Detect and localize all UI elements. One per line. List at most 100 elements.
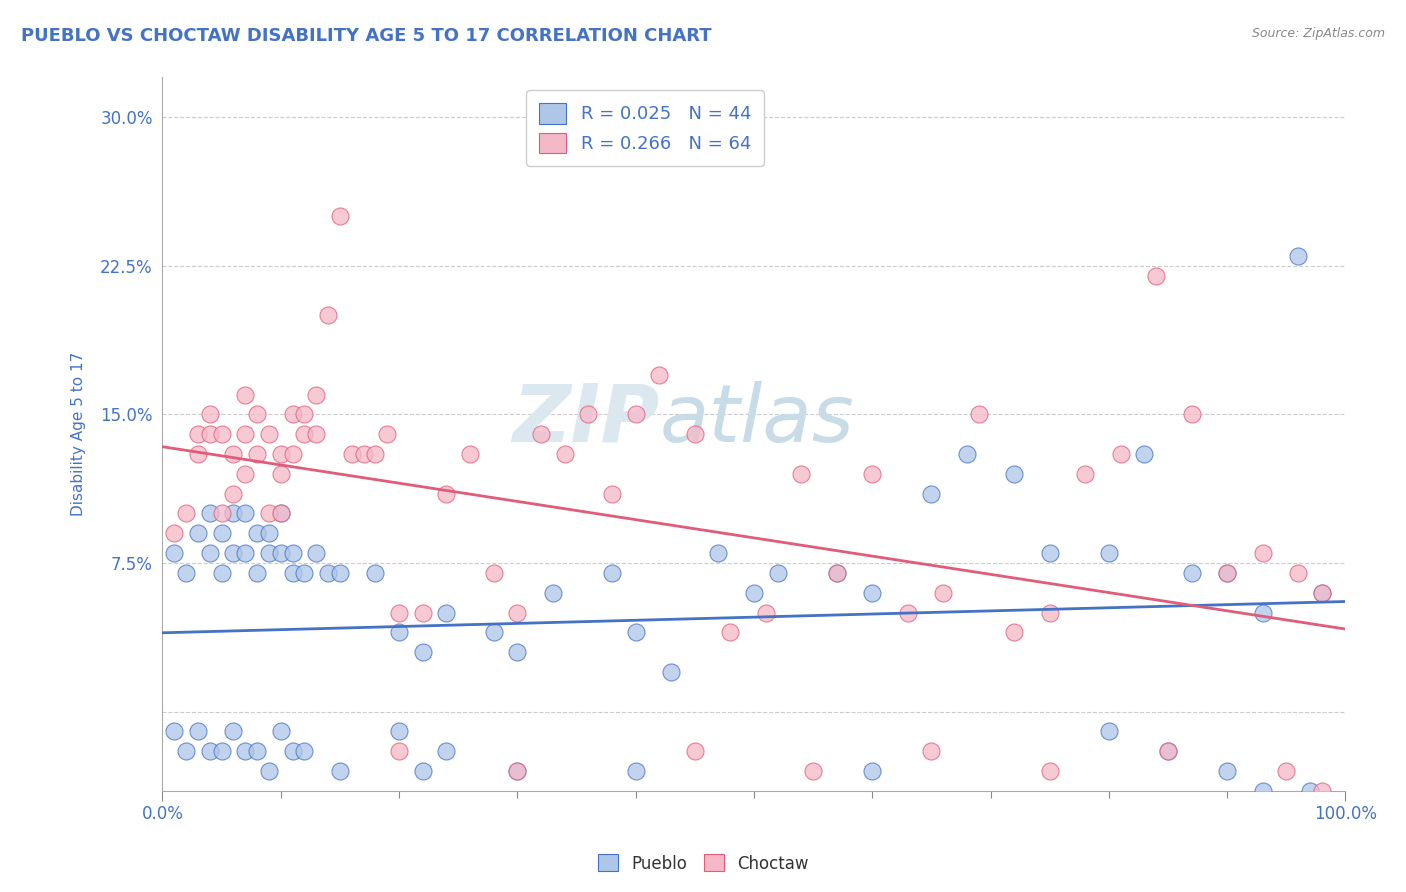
Point	[860, 467, 883, 481]
Point	[506, 606, 529, 620]
Point	[1181, 566, 1204, 580]
Point	[163, 724, 186, 739]
Point	[1074, 467, 1097, 481]
Point	[364, 566, 387, 580]
Point	[434, 744, 457, 758]
Text: atlas: atlas	[659, 381, 853, 458]
Point	[576, 408, 599, 422]
Point	[648, 368, 671, 382]
Point	[316, 308, 339, 322]
Point	[246, 526, 269, 541]
Point	[174, 744, 197, 758]
Point	[270, 507, 292, 521]
Point	[412, 764, 434, 778]
Point	[801, 764, 824, 778]
Point	[554, 447, 576, 461]
Point	[246, 744, 269, 758]
Point	[1299, 784, 1322, 798]
Point	[281, 744, 304, 758]
Point	[458, 447, 481, 461]
Point	[364, 447, 387, 461]
Point	[932, 585, 955, 599]
Point	[257, 764, 280, 778]
Point	[198, 546, 221, 560]
Point	[1286, 249, 1309, 263]
Point	[1275, 764, 1298, 778]
Point	[233, 744, 256, 758]
Point	[482, 566, 505, 580]
Point	[294, 427, 316, 442]
Point	[1216, 566, 1239, 580]
Point	[233, 507, 256, 521]
Point	[600, 566, 623, 580]
Point	[956, 447, 979, 461]
Point	[187, 447, 209, 461]
Point	[1181, 408, 1204, 422]
Point	[198, 744, 221, 758]
Point	[353, 447, 375, 461]
Point	[766, 566, 789, 580]
Point	[305, 546, 328, 560]
Point	[198, 507, 221, 521]
Point	[412, 645, 434, 659]
Point	[270, 724, 292, 739]
Point	[1133, 447, 1156, 461]
Point	[187, 724, 209, 739]
Point	[329, 764, 352, 778]
Point	[434, 606, 457, 620]
Point	[1310, 585, 1333, 599]
Point	[187, 427, 209, 442]
Point	[1109, 447, 1132, 461]
Point	[233, 467, 256, 481]
Point	[683, 744, 706, 758]
Point	[174, 507, 197, 521]
Point	[624, 625, 647, 640]
Point	[329, 566, 352, 580]
Point	[860, 764, 883, 778]
Point	[388, 606, 411, 620]
Point	[1002, 625, 1025, 640]
Text: ZIP: ZIP	[512, 381, 659, 458]
Point	[1157, 744, 1180, 758]
Point	[718, 625, 741, 640]
Point	[506, 764, 529, 778]
Point	[329, 209, 352, 223]
Point	[825, 566, 848, 580]
Point	[1251, 546, 1274, 560]
Point	[340, 447, 363, 461]
Point	[1310, 585, 1333, 599]
Point	[187, 526, 209, 541]
Point	[1098, 724, 1121, 739]
Point	[305, 387, 328, 401]
Point	[281, 566, 304, 580]
Point	[541, 585, 564, 599]
Point	[281, 546, 304, 560]
Point	[920, 744, 942, 758]
Legend: Pueblo, Choctaw: Pueblo, Choctaw	[591, 847, 815, 880]
Point	[270, 546, 292, 560]
Point	[257, 427, 280, 442]
Point	[897, 606, 920, 620]
Point	[967, 408, 990, 422]
Point	[174, 566, 197, 580]
Point	[211, 507, 233, 521]
Point	[233, 546, 256, 560]
Point	[600, 486, 623, 500]
Point	[1039, 606, 1062, 620]
Point	[270, 447, 292, 461]
Point	[1098, 546, 1121, 560]
Point	[211, 526, 233, 541]
Point	[506, 645, 529, 659]
Point	[246, 447, 269, 461]
Point	[222, 724, 245, 739]
Point	[388, 744, 411, 758]
Text: PUEBLO VS CHOCTAW DISABILITY AGE 5 TO 17 CORRELATION CHART: PUEBLO VS CHOCTAW DISABILITY AGE 5 TO 17…	[21, 27, 711, 45]
Y-axis label: Disability Age 5 to 17: Disability Age 5 to 17	[72, 352, 86, 516]
Point	[683, 427, 706, 442]
Point	[163, 526, 186, 541]
Point	[211, 566, 233, 580]
Point	[233, 427, 256, 442]
Point	[246, 566, 269, 580]
Point	[1144, 268, 1167, 283]
Point	[316, 566, 339, 580]
